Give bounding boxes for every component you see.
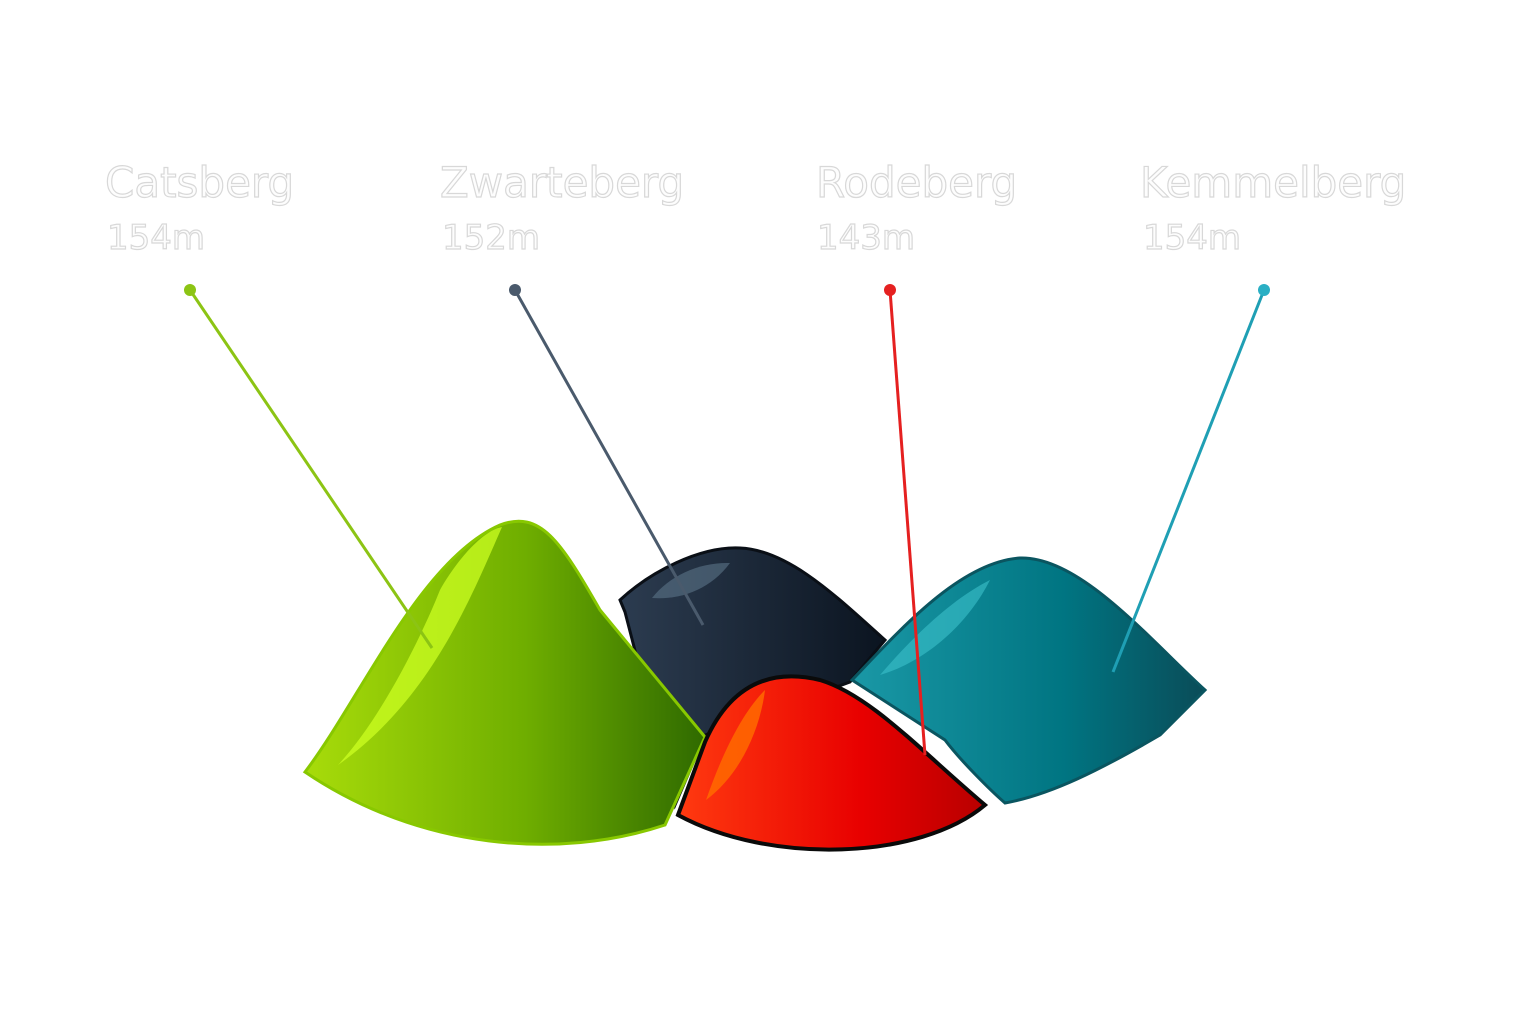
- highlight: [880, 580, 990, 675]
- hill-catsberg: [302, 519, 707, 846]
- hill-name: Rodeberg: [816, 158, 1017, 207]
- hill-height: 152m: [442, 218, 540, 258]
- hill-name: Zwarteberg: [440, 158, 684, 207]
- hill-height: 154m: [107, 218, 205, 258]
- pointer-line: [1111, 289, 1266, 673]
- pointer-line: [513, 289, 705, 626]
- pointer-dot: [184, 284, 196, 296]
- pointer-line: [188, 289, 434, 649]
- hill-height: 143m: [817, 218, 915, 258]
- pointer-dot: [1258, 284, 1270, 296]
- labels: Catsberg 154m Zwarteberg 152m Rodeberg 1…: [104, 157, 1407, 258]
- pointers: [184, 284, 1270, 756]
- hill-name: Catsberg: [105, 158, 294, 207]
- pointer-dot: [884, 284, 896, 296]
- highlight: [706, 690, 765, 800]
- pointer-dot: [509, 284, 521, 296]
- hill-height: 154m: [1143, 218, 1241, 258]
- pointer-line: [888, 289, 927, 756]
- highlight: [338, 527, 502, 765]
- hill-name: Kemmelberg: [1140, 158, 1406, 207]
- highlight: [652, 562, 730, 599]
